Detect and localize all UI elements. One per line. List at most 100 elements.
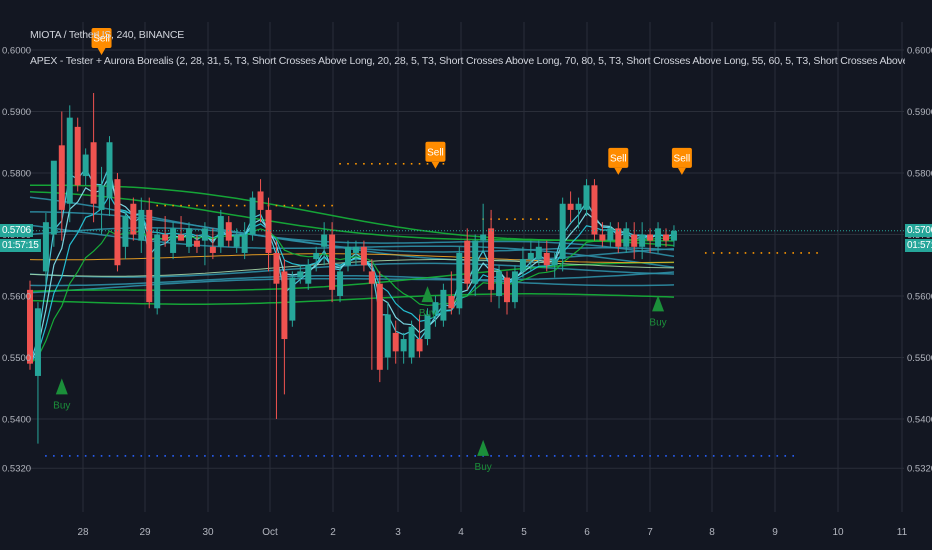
candle bbox=[392, 320, 399, 364]
candle bbox=[456, 246, 463, 315]
level-dot bbox=[331, 204, 333, 207]
price-tick-label: 0.5500 bbox=[907, 353, 932, 364]
sell-signal: Sell bbox=[425, 141, 446, 169]
level-dot bbox=[148, 455, 151, 457]
candle bbox=[663, 228, 669, 247]
candle-body bbox=[496, 271, 503, 296]
level-dot bbox=[538, 455, 540, 457]
candle-body bbox=[591, 185, 598, 235]
last-price-label-left: 0.5706 bbox=[0, 223, 33, 237]
candle bbox=[511, 265, 518, 309]
level-dot bbox=[633, 455, 635, 457]
candle bbox=[209, 228, 216, 260]
candle bbox=[448, 271, 455, 315]
candle bbox=[567, 191, 574, 223]
level-dot bbox=[212, 204, 214, 207]
candle bbox=[337, 265, 344, 303]
fast-ma-line bbox=[29, 174, 675, 364]
level-dot bbox=[235, 455, 238, 457]
price-tick-label: 0.5900 bbox=[2, 107, 31, 118]
level-dot bbox=[68, 455, 71, 457]
fast-ma-line bbox=[29, 228, 675, 365]
level-dot bbox=[363, 455, 365, 457]
candle-body bbox=[527, 252, 534, 260]
candle bbox=[345, 240, 351, 272]
candle-body bbox=[106, 142, 113, 198]
candle-body bbox=[631, 234, 638, 247]
dotted-level bbox=[339, 162, 445, 165]
ma-line bbox=[29, 224, 675, 269]
candle-body bbox=[249, 197, 256, 235]
candle bbox=[217, 209, 224, 253]
moving-average-ribbons bbox=[29, 163, 675, 365]
level-dot bbox=[196, 204, 198, 207]
candle-body bbox=[345, 246, 351, 266]
level-dot bbox=[530, 218, 532, 220]
candle-body bbox=[384, 314, 391, 358]
candle bbox=[583, 179, 590, 217]
level-dot bbox=[442, 455, 445, 457]
right-price-axis[interactable]: 0.60000.59000.58000.57000.56000.55000.54… bbox=[907, 46, 932, 475]
level-dot bbox=[506, 218, 508, 220]
candle-body bbox=[321, 234, 328, 247]
candle bbox=[384, 302, 391, 370]
candle bbox=[50, 160, 57, 247]
level-dot bbox=[283, 204, 286, 207]
candle-body bbox=[337, 271, 344, 296]
time-tick-label: 7 bbox=[647, 527, 653, 538]
price-tick-label: 0.6000 bbox=[2, 46, 31, 57]
ma-line bbox=[29, 274, 675, 287]
level-dot bbox=[577, 455, 580, 457]
level-dot bbox=[506, 455, 508, 457]
level-dot bbox=[267, 455, 270, 457]
level-dot bbox=[776, 252, 779, 254]
fast-ma-line bbox=[29, 163, 675, 364]
candle-body bbox=[567, 203, 574, 210]
level-dot bbox=[188, 204, 190, 207]
sell-signal: Sell bbox=[91, 28, 112, 55]
symbol-title[interactable]: MIOTA / TetherUS, 240, BINANCE bbox=[30, 29, 185, 41]
candle-body bbox=[456, 252, 463, 309]
level-dot bbox=[760, 252, 763, 254]
level-dot bbox=[140, 455, 143, 457]
level-dot bbox=[474, 455, 476, 457]
level-dot bbox=[665, 455, 667, 457]
candle-body bbox=[138, 209, 145, 241]
level-dot bbox=[331, 455, 333, 457]
level-dot bbox=[299, 204, 302, 207]
sell-marker bbox=[608, 147, 629, 168]
level-dot bbox=[720, 252, 723, 254]
time-axis[interactable]: 28 29 30 Oct 2 3 4 5 6 7 8 9 10 11 bbox=[77, 527, 907, 538]
level-dot bbox=[204, 455, 206, 457]
buy-arrow bbox=[652, 295, 665, 312]
candle bbox=[265, 197, 272, 272]
ma-line bbox=[29, 259, 675, 277]
candle-body bbox=[480, 234, 487, 241]
sell-arrow bbox=[677, 167, 686, 175]
time-tick-label: 8 bbox=[709, 527, 715, 538]
level-dot bbox=[283, 455, 286, 457]
level-dot bbox=[355, 162, 357, 165]
level-dot bbox=[681, 455, 683, 457]
buy-label: Buy bbox=[649, 317, 666, 328]
time-tick-label: 9 bbox=[772, 527, 778, 538]
level-dot bbox=[466, 455, 469, 457]
candle bbox=[233, 228, 240, 253]
candle-body bbox=[66, 117, 73, 204]
candle bbox=[146, 197, 153, 309]
study-legend[interactable]: APEX - Tester + Aurora Borealis (2, 28, … bbox=[30, 55, 905, 67]
sell-arrow bbox=[614, 167, 623, 175]
level-dot bbox=[553, 455, 556, 457]
sell-signal: Sell bbox=[608, 147, 629, 175]
level-dot bbox=[712, 252, 715, 254]
time-tick-label: Oct bbox=[262, 527, 278, 538]
level-dot bbox=[728, 455, 731, 457]
ma-line bbox=[29, 253, 675, 264]
candle-body bbox=[655, 228, 662, 247]
countdown-label-right: 01:57:15 bbox=[905, 238, 932, 252]
candle bbox=[74, 117, 81, 192]
candle-body bbox=[639, 234, 646, 247]
price-tick-label: 0.5800 bbox=[907, 169, 932, 180]
left-price-axis[interactable]: 0.60000.59000.58000.57000.56000.55000.54… bbox=[2, 46, 31, 475]
